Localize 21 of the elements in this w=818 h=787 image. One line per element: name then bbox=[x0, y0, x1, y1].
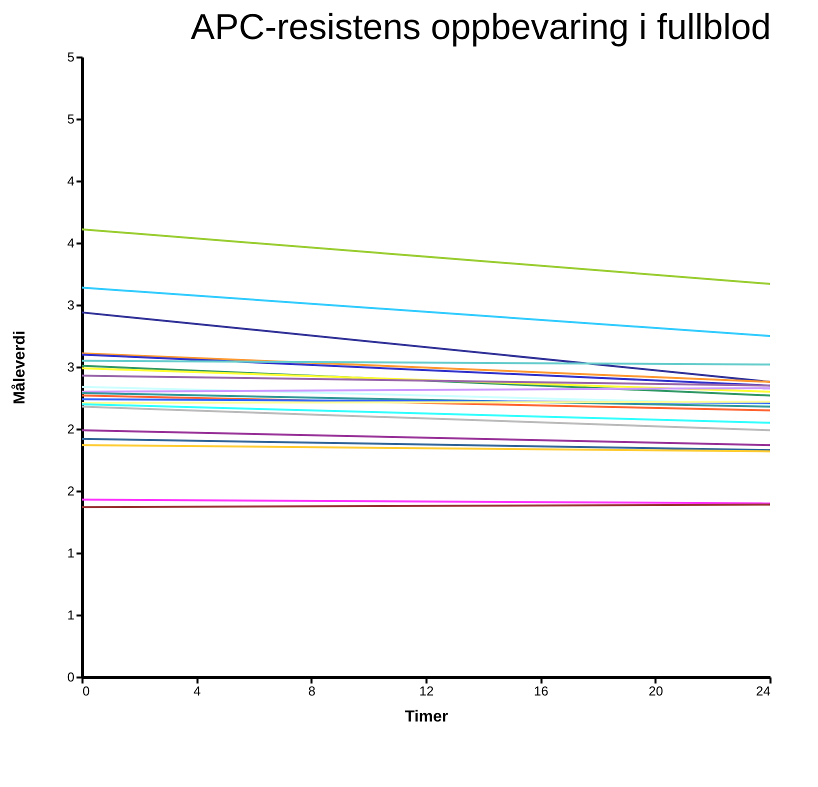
x-tick-label: 0 bbox=[82, 684, 90, 698]
x-tick-label: 24 bbox=[756, 684, 770, 698]
x-tick-label: 20 bbox=[648, 684, 664, 698]
y-tick-label: 3 bbox=[67, 360, 74, 374]
y-tick-label: 2 bbox=[67, 422, 74, 436]
y-tick-label: 4 bbox=[67, 174, 74, 188]
x-tick-label: 8 bbox=[308, 684, 316, 698]
y-axis-title: Måleverdi bbox=[10, 330, 28, 404]
y-tick-label: 1 bbox=[67, 546, 74, 560]
y-tick-label: 3 bbox=[67, 298, 74, 312]
x-tick-label: 12 bbox=[419, 684, 434, 698]
y-tick-label: 5 bbox=[67, 112, 74, 126]
x-tick-label: 16 bbox=[534, 684, 548, 698]
y-tick-label: 4 bbox=[67, 236, 74, 250]
x-axis-title: Timer bbox=[404, 708, 448, 726]
chart-title: APC-resistens oppbevaring i fullblod bbox=[190, 6, 771, 47]
y-tick-label: 2 bbox=[67, 484, 74, 498]
x-tick-label: 4 bbox=[194, 684, 201, 698]
y-tick-label: 5 bbox=[67, 50, 74, 64]
y-tick-label: 0 bbox=[67, 670, 74, 684]
y-tick-label: 1 bbox=[67, 608, 74, 622]
